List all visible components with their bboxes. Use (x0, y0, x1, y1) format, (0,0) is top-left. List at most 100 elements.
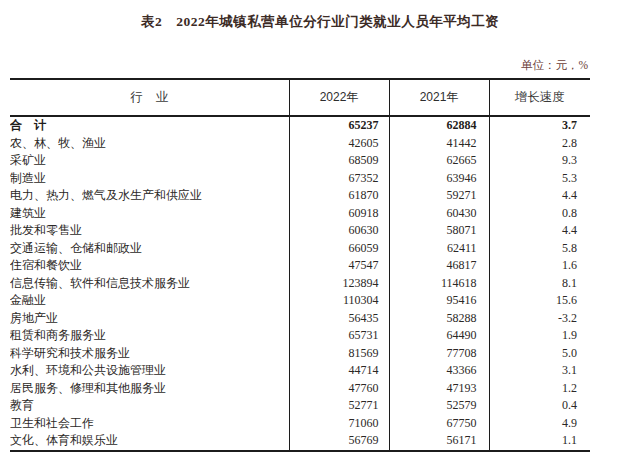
value-2022-cell: 65731 (289, 327, 389, 345)
industry-cell: 教育 (10, 397, 289, 415)
table-row: 农、林、牧、渔业42605414422.8 (10, 135, 590, 153)
growth-rate-cell: 9.3 (489, 152, 590, 170)
document-page: 表2 2022年城镇私营单位分行业门类就业人员年平均工资 单位：元，% 行 业 … (0, 0, 640, 457)
table-body: 合 计65237628843.7农、林、牧、渔业42605414422.8采矿业… (10, 116, 590, 451)
col-header-industry: 行 业 (10, 79, 289, 116)
growth-rate-cell: 5.3 (489, 170, 590, 188)
value-2021-cell: 64490 (389, 327, 489, 345)
value-2021-cell: 77708 (389, 345, 489, 363)
value-2021-cell: 47193 (389, 380, 489, 398)
industry-cell: 制造业 (10, 170, 289, 188)
industry-cell: 金融业 (10, 292, 289, 310)
growth-rate-cell: -3.2 (489, 310, 590, 328)
value-2021-cell: 62884 (389, 116, 489, 135)
growth-rate-cell: 1.9 (489, 327, 590, 345)
value-2021-cell: 67750 (389, 415, 489, 433)
industry-cell: 信息传输、软件和信息技术服务业 (10, 275, 289, 293)
table-row: 租赁和商务服务业65731644901.9 (10, 327, 590, 345)
growth-rate-cell: 15.6 (489, 292, 590, 310)
table-row: 建筑业60918604300.8 (10, 205, 590, 223)
industry-cell: 科学研究和技术服务业 (10, 345, 289, 363)
value-2021-cell: 43366 (389, 362, 489, 380)
table-row: 交通运输、仓储和邮政业66059624115.8 (10, 240, 590, 258)
growth-rate-cell: 1.1 (489, 432, 590, 451)
table-row: 居民服务、修理和其他服务业47760471931.2 (10, 380, 590, 398)
value-2021-cell: 41442 (389, 135, 489, 153)
industry-cell: 房地产业 (10, 310, 289, 328)
value-2021-cell: 46817 (389, 257, 489, 275)
value-2021-cell: 56171 (389, 432, 489, 451)
growth-rate-cell: 3.7 (489, 116, 590, 135)
growth-rate-cell: 0.8 (489, 205, 590, 223)
value-2021-cell: 52579 (389, 397, 489, 415)
value-2022-cell: 71060 (289, 415, 389, 433)
col-header-growth: 增长速度 (489, 79, 590, 116)
growth-rate-cell: 4.4 (489, 187, 590, 205)
industry-cell: 合 计 (10, 116, 289, 135)
growth-rate-cell: 1.6 (489, 257, 590, 275)
industry-cell: 居民服务、修理和其他服务业 (10, 380, 289, 398)
value-2021-cell: 60430 (389, 205, 489, 223)
growth-rate-cell: 5.8 (489, 240, 590, 258)
growth-rate-cell: 5.0 (489, 345, 590, 363)
table-row: 住宿和餐饮业47547468171.6 (10, 257, 590, 275)
table-row: 科学研究和技术服务业81569777085.0 (10, 345, 590, 363)
table-row: 教育52771525790.4 (10, 397, 590, 415)
table-row: 合 计65237628843.7 (10, 116, 590, 135)
value-2022-cell: 47760 (289, 380, 389, 398)
growth-rate-cell: 8.1 (489, 275, 590, 293)
value-2022-cell: 61870 (289, 187, 389, 205)
value-2021-cell: 58071 (389, 222, 489, 240)
growth-rate-cell: 4.9 (489, 415, 590, 433)
value-2022-cell: 44714 (289, 362, 389, 380)
table-row: 制造业67352639465.3 (10, 170, 590, 188)
value-2022-cell: 52771 (289, 397, 389, 415)
value-2022-cell: 42605 (289, 135, 389, 153)
value-2022-cell: 68509 (289, 152, 389, 170)
value-2022-cell: 56769 (289, 432, 389, 451)
industry-cell: 采矿业 (10, 152, 289, 170)
industry-cell: 租赁和商务服务业 (10, 327, 289, 345)
industry-cell: 卫生和社会工作 (10, 415, 289, 433)
growth-rate-cell: 2.8 (489, 135, 590, 153)
industry-cell: 电力、热力、燃气及水生产和供应业 (10, 187, 289, 205)
value-2021-cell: 62665 (389, 152, 489, 170)
table-row: 文化、体育和娱乐业56769561711.1 (10, 432, 590, 451)
growth-rate-cell: 0.4 (489, 397, 590, 415)
value-2022-cell: 110304 (289, 292, 389, 310)
table-row: 信息传输、软件和信息技术服务业1238941146188.1 (10, 275, 590, 293)
growth-rate-cell: 3.1 (489, 362, 590, 380)
industry-cell: 建筑业 (10, 205, 289, 223)
table-row: 水利、环境和公共设施管理业44714433663.1 (10, 362, 590, 380)
table-row: 采矿业68509626659.3 (10, 152, 590, 170)
table-row: 电力、热力、燃气及水生产和供应业61870592714.4 (10, 187, 590, 205)
value-2022-cell: 60630 (289, 222, 389, 240)
industry-cell: 住宿和餐饮业 (10, 257, 289, 275)
table-row: 房地产业5643558288-3.2 (10, 310, 590, 328)
col-header-2021: 2021年 (389, 79, 489, 116)
value-2021-cell: 58288 (389, 310, 489, 328)
industry-cell: 农、林、牧、渔业 (10, 135, 289, 153)
table-title: 表2 2022年城镇私营单位分行业门类就业人员年平均工资 (0, 0, 640, 31)
value-2022-cell: 123894 (289, 275, 389, 293)
header-row: 行 业 2022年 2021年 增长速度 (10, 79, 590, 116)
growth-rate-cell: 1.2 (489, 380, 590, 398)
col-header-2022: 2022年 (289, 79, 389, 116)
value-2021-cell: 95416 (389, 292, 489, 310)
value-2021-cell: 114618 (389, 275, 489, 293)
table-row: 卫生和社会工作71060677504.9 (10, 415, 590, 433)
table-row: 批发和零售业60630580714.4 (10, 222, 590, 240)
growth-rate-cell: 4.4 (489, 222, 590, 240)
value-2021-cell: 62411 (389, 240, 489, 258)
industry-cell: 批发和零售业 (10, 222, 289, 240)
wage-table: 行 业 2022年 2021年 增长速度 合 计65237628843.7农、林… (10, 78, 590, 452)
industry-cell: 水利、环境和公共设施管理业 (10, 362, 289, 380)
value-2022-cell: 56435 (289, 310, 389, 328)
value-2022-cell: 47547 (289, 257, 389, 275)
industry-cell: 交通运输、仓储和邮政业 (10, 240, 289, 258)
value-2022-cell: 66059 (289, 240, 389, 258)
table-row: 金融业1103049541615.6 (10, 292, 590, 310)
industry-cell: 文化、体育和娱乐业 (10, 432, 289, 451)
value-2022-cell: 81569 (289, 345, 389, 363)
value-2022-cell: 60918 (289, 205, 389, 223)
